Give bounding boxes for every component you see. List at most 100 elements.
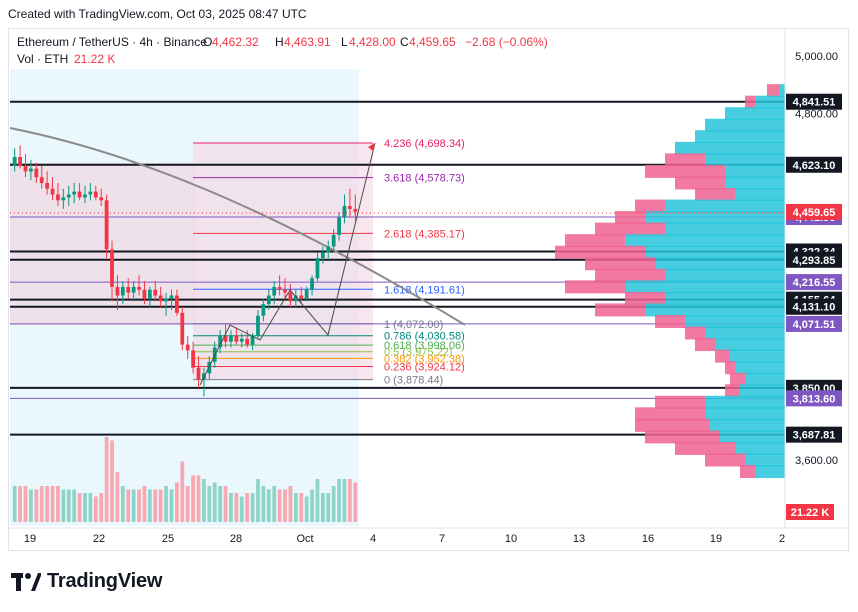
level-tag-5[interactable]: [786, 251, 842, 268]
volume-bar-53: [299, 493, 304, 522]
candle-body-32: [185, 344, 190, 351]
level-tag-8[interactable]: [786, 298, 842, 315]
vp-row-pink-22: [695, 338, 715, 352]
volume-bar-17: [104, 437, 109, 522]
fib-label-1: 3.618 (4,578.73): [384, 173, 465, 185]
volume-bar-55: [310, 489, 314, 522]
level-tag-text-5: 4,293.85: [793, 255, 836, 267]
current-price-tag[interactable]: [786, 203, 842, 220]
volume-profile: [555, 84, 785, 479]
price-axis[interactable]: 5,000.00 4,800.00 3,600.00 4,841.51 4,623.10…: [784, 28, 842, 528]
vp-row-pink-10: [635, 199, 665, 213]
volume-bar-23: [137, 489, 141, 522]
candle-body-43: [245, 338, 250, 345]
vp-row-pink-13: [565, 234, 625, 248]
volume-bar-50: [283, 489, 287, 522]
vp-row-pink-29: [635, 418, 710, 432]
time-axis[interactable]: 19 22 25 28 Oct 4 7 10 13 16 19 2: [8, 527, 849, 545]
level-tag-text-11: 3,813.60: [793, 393, 836, 405]
level-tag-6[interactable]: [786, 274, 842, 291]
close-value: 4,459.65: [409, 35, 456, 49]
vp-row-pink-28: [635, 407, 705, 421]
volume-bar-1: [18, 486, 23, 522]
volume-bar-51: [288, 486, 293, 522]
level-tag-text-1: 4,623.10: [793, 160, 836, 172]
candle-body-3: [29, 168, 33, 172]
vp-row-pink-16: [595, 268, 665, 282]
volume-tag-text: 21.22 K: [791, 507, 830, 519]
candle-body-46: [261, 304, 266, 316]
volume-bar-38: [218, 486, 223, 522]
candle-body-13: [83, 194, 87, 198]
level-tag-0[interactable]: [786, 93, 842, 110]
tradingview-logo-text: TradingView: [47, 570, 163, 592]
candle-body-9: [61, 197, 66, 201]
fib-label-10: 0 (3,878.44): [384, 375, 443, 387]
volume-bar-3: [29, 489, 33, 522]
time-tick-5: 4: [370, 533, 376, 545]
candle-body-45: [256, 315, 260, 336]
candle-body-6: [45, 182, 50, 189]
vp-row-cyan-4: [695, 130, 785, 144]
candle-body-21: [126, 286, 131, 293]
candle-body-10: [66, 194, 71, 198]
volume-bar-4: [34, 489, 39, 522]
volume-bar-57: [320, 493, 325, 522]
volume-bar-30: [174, 482, 179, 522]
volume-bar-26: [153, 489, 158, 522]
vp-row-pink-33: [740, 465, 755, 479]
volume-bar-45: [256, 479, 260, 522]
level-tag-9[interactable]: [786, 315, 842, 332]
curved-trendline[interactable]: [9, 127, 466, 326]
volume-bar-0: [12, 486, 17, 522]
volume-bar-62: [347, 479, 352, 522]
volume-bar-10: [66, 489, 71, 522]
vp-row-pink-17: [565, 280, 625, 294]
volume-bar-15: [93, 496, 98, 522]
level-tag-text-9: 4,071.51: [793, 319, 836, 331]
vp-row-cyan-20: [685, 314, 785, 328]
candle-body-18: [110, 249, 114, 287]
volume-bar-32: [185, 486, 190, 522]
volume-bar-39: [223, 486, 228, 522]
vp-row-cyan-16: [665, 268, 785, 282]
fib-fill: [193, 143, 373, 380]
volume-bar-43: [245, 493, 250, 522]
fibonacci-extension[interactable]: 4.236 (4,698.34) 3.618 (4,578.73) 2.618 (4…: [193, 138, 465, 387]
vp-row-pink-26: [725, 384, 740, 398]
vp-row-pink-30: [645, 430, 720, 444]
volume-tag: [786, 504, 834, 520]
candle-body-30: [174, 295, 179, 313]
price-tick-2: 3,600.00: [795, 455, 838, 467]
candle-body-19: [115, 286, 120, 296]
candlesticks: [12, 145, 358, 397]
candle-body-49: [277, 286, 282, 290]
volume-bar-9: [61, 489, 66, 522]
candle-body-4: [34, 168, 39, 178]
level-tag-12[interactable]: [786, 426, 842, 443]
vp-row-cyan-3: [705, 118, 785, 132]
vp-row-pink-23: [715, 349, 730, 363]
time-tick-9: 16: [642, 533, 654, 545]
level-tag-text-0: 4,841.51: [793, 97, 836, 109]
vp-row-cyan-12: [665, 222, 785, 236]
tradingview-logo-icon: [11, 572, 41, 591]
candle-body-41: [234, 335, 239, 342]
level-tag-11[interactable]: [786, 390, 842, 407]
volume-bar-49: [277, 489, 282, 522]
vp-row-pink-21: [685, 326, 705, 340]
candle-body-50: [283, 289, 287, 293]
low-label: L: [341, 35, 348, 49]
candle-body-16: [99, 197, 104, 201]
projection-path[interactable]: [199, 142, 376, 386]
candle-body-23: [137, 286, 141, 290]
fib-label-9: 0.236 (3,924.12): [384, 361, 465, 373]
candle-body-0: [12, 157, 17, 166]
time-tick-1: 22: [93, 533, 105, 545]
level-tag-1[interactable]: [786, 156, 842, 173]
vp-row-cyan-13: [625, 234, 785, 248]
vp-row-cyan-26: [740, 384, 785, 398]
time-tick-6: 7: [439, 533, 445, 545]
volume-bar-12: [77, 493, 82, 522]
